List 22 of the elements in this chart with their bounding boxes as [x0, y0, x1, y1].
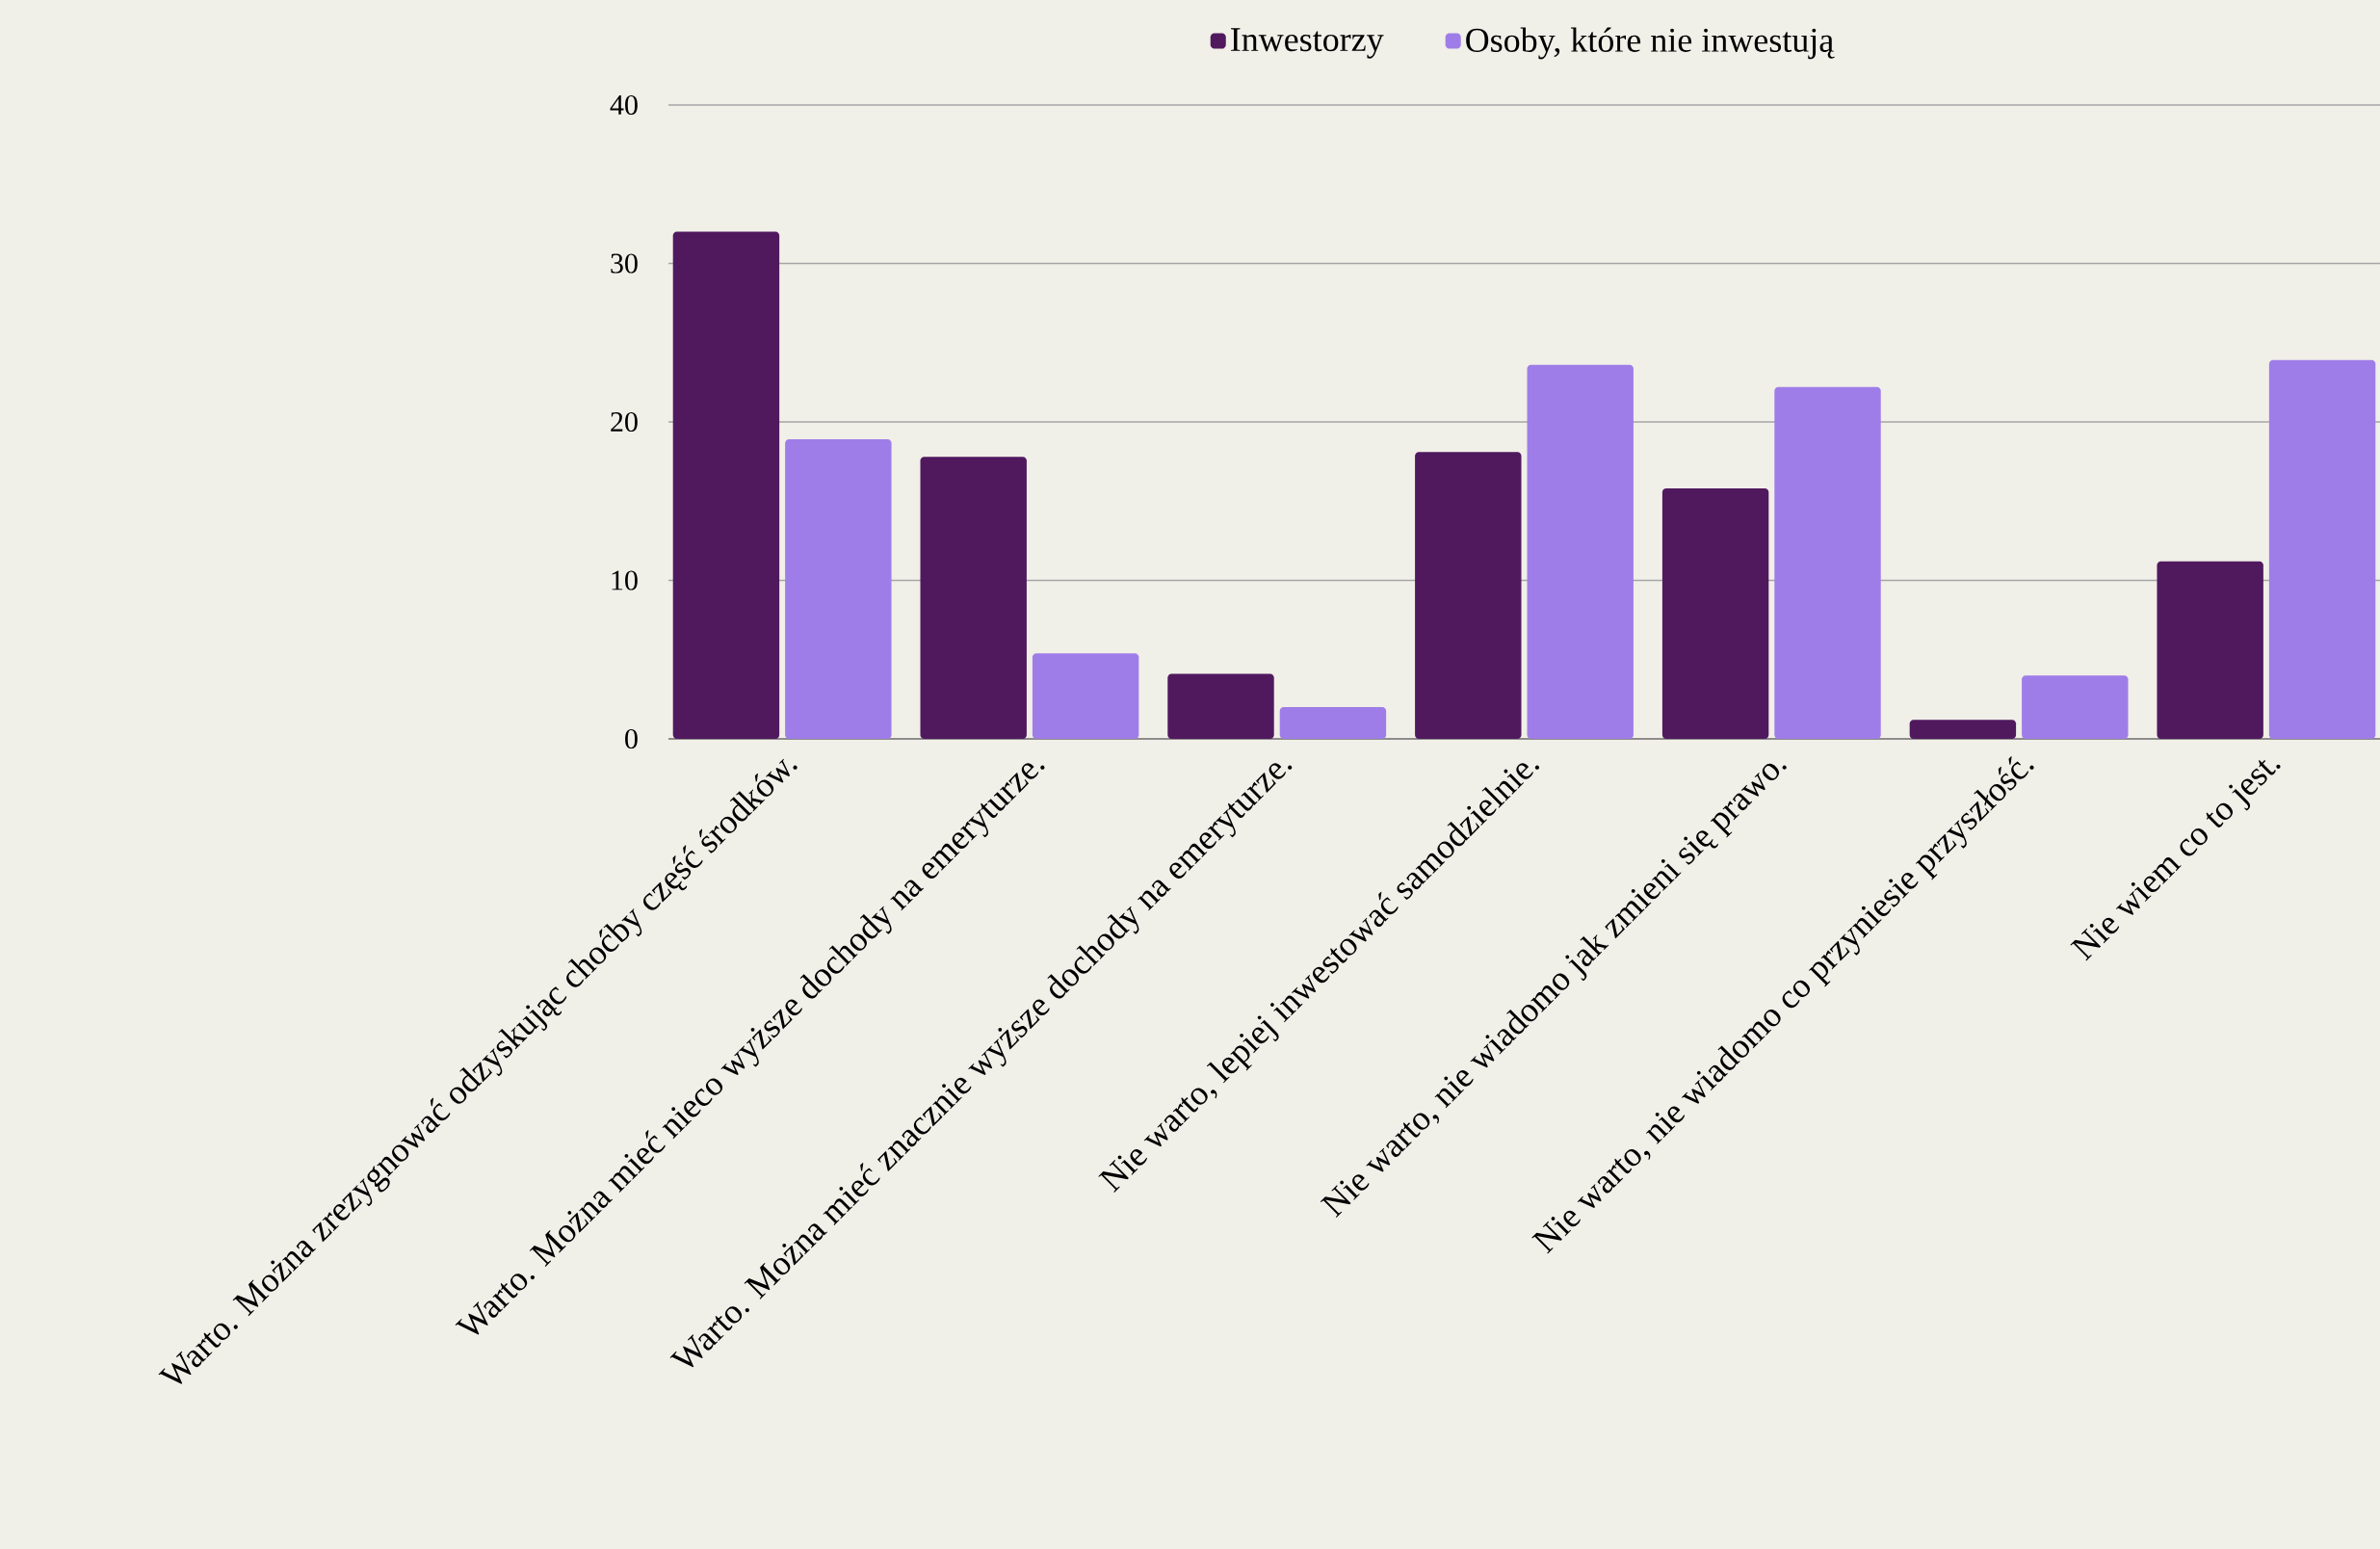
y-tick-label: 0	[625, 728, 638, 749]
bar	[2157, 561, 2263, 739]
bar	[785, 439, 892, 739]
bar	[2268, 359, 2376, 739]
bar	[1415, 452, 1522, 739]
y-tick-label: 10	[612, 570, 638, 591]
bar	[1527, 364, 1634, 739]
x-tick-label: Nie wiem co to jest.	[2070, 760, 2281, 961]
y-tick-label: 30	[611, 253, 638, 274]
bar	[1032, 653, 1139, 739]
bar	[1774, 386, 1881, 739]
legend-label: Inwestorzy	[1231, 28, 1384, 59]
y-tick-label: 40	[610, 94, 638, 116]
bar	[1661, 488, 1769, 739]
bar	[1909, 720, 2017, 739]
bar	[2022, 675, 2129, 739]
bar	[1279, 707, 1387, 739]
legend-label: Osoby, które nie inwestują	[1466, 27, 1835, 60]
y-tick-label: 20	[611, 411, 638, 433]
bar	[672, 231, 780, 739]
bar	[1167, 673, 1274, 739]
bar	[920, 457, 1027, 739]
